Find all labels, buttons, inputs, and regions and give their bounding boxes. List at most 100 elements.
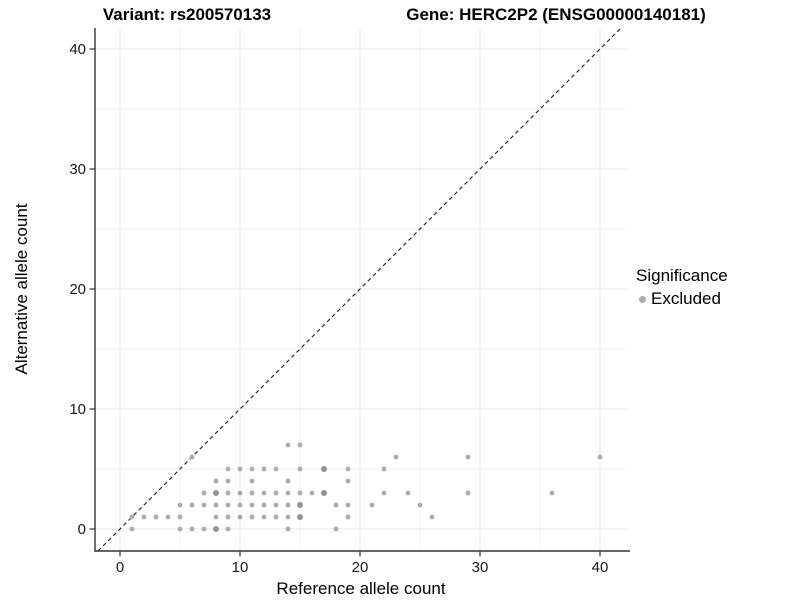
data-point: [249, 502, 255, 508]
axis-lines: [94, 28, 630, 552]
data-point: [261, 502, 267, 508]
data-point: [597, 454, 603, 460]
data-point: [333, 526, 339, 532]
data-point: [189, 502, 195, 508]
data-point: [165, 514, 171, 520]
data-point: [381, 466, 387, 472]
y-tick-label: 40: [69, 41, 86, 58]
data-point: [213, 502, 219, 508]
data-point: [333, 502, 339, 508]
data-point: [465, 454, 471, 460]
x-tick-label: 30: [472, 559, 489, 576]
data-point: [249, 478, 255, 484]
y-tick-label: 10: [69, 401, 86, 418]
data-point: [345, 502, 351, 508]
plot-title-variant: Variant: rs200570133: [102, 5, 272, 24]
data-point: [225, 502, 231, 508]
legend: Significance Excluded: [636, 266, 728, 309]
data-point: [345, 478, 351, 484]
data-point: [381, 490, 387, 496]
tick-labels: 0 10 20 30 40 0 10 20 30 40: [69, 41, 608, 576]
data-point: [201, 502, 207, 508]
scatter-points: [129, 442, 603, 532]
data-point: [273, 514, 279, 520]
legend-title: Significance: [636, 266, 728, 285]
data-point: [345, 514, 351, 520]
legend-entry-excluded: Excluded: [639, 289, 728, 309]
data-point: [225, 514, 231, 520]
data-point: [297, 466, 303, 472]
data-point: [213, 514, 219, 520]
data-point: [297, 502, 303, 508]
plot-title-gene: Gene: HERC2P2 (ENSG00000140181): [406, 5, 706, 24]
legend-point-icon: [639, 295, 646, 303]
legend-entry-label: Excluded: [651, 289, 721, 308]
data-point: [297, 442, 303, 448]
data-point: [249, 514, 255, 520]
data-point: [285, 478, 291, 484]
data-point: [213, 526, 219, 532]
x-tick-label: 0: [116, 559, 124, 576]
data-point: [273, 466, 279, 472]
data-point: [369, 502, 375, 508]
data-point: [249, 466, 255, 472]
data-point: [273, 502, 279, 508]
major-gridlines: [95, 28, 628, 551]
data-point: [129, 526, 135, 532]
data-point: [177, 502, 183, 508]
data-point: [201, 526, 207, 532]
data-point: [285, 502, 291, 508]
y-tick-label: 30: [69, 161, 86, 178]
data-point: [237, 514, 243, 520]
data-point: [189, 526, 195, 532]
data-point: [261, 490, 267, 496]
data-point: [285, 490, 291, 496]
data-point: [129, 514, 135, 520]
y-axis-title: Alternative allele count: [12, 203, 31, 375]
identity-line: [97, 27, 622, 552]
x-tick-label: 40: [592, 559, 609, 576]
data-point: [405, 490, 411, 496]
axis-ticks: [89, 48, 601, 557]
data-point: [297, 514, 303, 520]
data-point: [225, 466, 231, 472]
data-point: [213, 478, 219, 484]
data-point: [261, 466, 267, 472]
data-point: [285, 442, 291, 448]
data-point: [189, 454, 195, 460]
data-point: [285, 514, 291, 520]
data-point: [261, 514, 267, 520]
data-point: [237, 466, 243, 472]
data-point: [225, 478, 231, 484]
x-tick-label: 20: [352, 559, 369, 576]
data-point: [177, 526, 183, 532]
data-point: [417, 502, 423, 508]
data-point: [141, 514, 147, 520]
data-point: [321, 466, 327, 472]
data-point: [249, 490, 255, 496]
x-axis-title: Reference allele count: [276, 579, 446, 598]
data-point: [201, 490, 207, 496]
y-tick-label: 0: [78, 521, 86, 538]
data-point: [309, 490, 315, 496]
data-point: [213, 490, 219, 496]
data-point: [465, 490, 471, 496]
data-point: [429, 514, 435, 520]
data-point: [225, 490, 231, 496]
data-point: [297, 490, 303, 496]
data-point: [153, 514, 159, 520]
data-point: [321, 490, 327, 496]
data-point: [345, 466, 351, 472]
y-tick-label: 20: [69, 281, 86, 298]
data-point: [273, 490, 279, 496]
x-tick-label: 10: [232, 559, 249, 576]
data-point: [237, 490, 243, 496]
data-point: [177, 514, 183, 520]
data-point: [549, 490, 555, 496]
data-point: [237, 502, 243, 508]
data-point: [225, 526, 231, 532]
data-point: [393, 454, 399, 460]
data-point: [285, 526, 291, 532]
